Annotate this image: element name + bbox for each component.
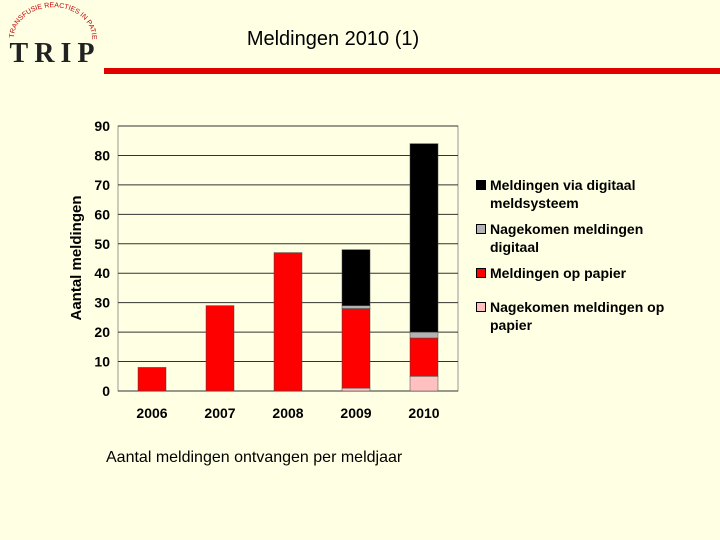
y-tick-label: 90: [94, 118, 110, 134]
logo-arc-text: TRANSFUSIE REACTIES IN PATIENTEN: [0, 0, 97, 40]
bar-segment: [409, 376, 439, 392]
legend-label: Nagekomen meldingen op papier: [490, 299, 665, 333]
bar-segment: [341, 308, 371, 389]
legend-item: Meldingen op papier: [476, 264, 666, 282]
x-tick-label: 2008: [272, 405, 303, 421]
x-tick-label: 2010: [408, 405, 439, 421]
bar-segment: [409, 143, 439, 333]
y-tick-label: 70: [94, 177, 110, 193]
legend-item: Nagekomen meldingen digitaal: [476, 220, 666, 256]
legend-item: Meldingen via digitaal meldsysteem: [476, 176, 666, 212]
legend-swatch: [476, 302, 486, 312]
y-tick-label: 10: [94, 354, 110, 370]
y-tick-label: 50: [94, 236, 110, 252]
legend-swatch: [476, 224, 486, 234]
y-tick-label: 30: [94, 295, 110, 311]
legend-label: Nagekomen meldingen digitaal: [490, 221, 644, 255]
y-axis-label: Aantal meldingen: [68, 195, 85, 320]
bar-segment: [341, 249, 371, 306]
legend-swatch: [476, 268, 486, 278]
title: Meldingen 2010 (1): [247, 28, 419, 50]
y-tick-label: 40: [94, 265, 110, 281]
bar-segment: [341, 305, 371, 309]
bar-segment: [341, 387, 371, 392]
x-tick-label: 2007: [204, 405, 235, 421]
logo-arc: TRANSFUSIE REACTIES IN PATIENTEN: [0, 0, 97, 40]
legend-label: Meldingen op papier: [490, 265, 627, 281]
bar-segment: [205, 305, 235, 392]
logo-text: TRIP: [10, 38, 101, 69]
y-tick-label: 60: [94, 206, 110, 222]
x-tick-label: 2009: [340, 405, 371, 421]
legend-label: Meldingen via digitaal meldsysteem: [490, 177, 636, 211]
caption: Aantal meldingen ontvangen per meldjaar: [106, 449, 403, 466]
legend: Meldingen via digitaal meldsysteem Nageko…: [476, 176, 666, 342]
bar-segment: [409, 337, 439, 377]
bar-segment: [409, 331, 439, 339]
y-tick-label: 0: [102, 383, 110, 399]
legend-swatch: [476, 180, 486, 190]
bar-segment: [137, 367, 167, 392]
x-tick-label: 2006: [136, 405, 167, 421]
y-tick-label: 20: [94, 324, 110, 340]
bar-segment: [273, 252, 303, 392]
y-tick-label: 80: [94, 147, 110, 163]
header-rule: [104, 68, 720, 74]
legend-item: Nagekomen meldingen op papier: [476, 298, 666, 334]
